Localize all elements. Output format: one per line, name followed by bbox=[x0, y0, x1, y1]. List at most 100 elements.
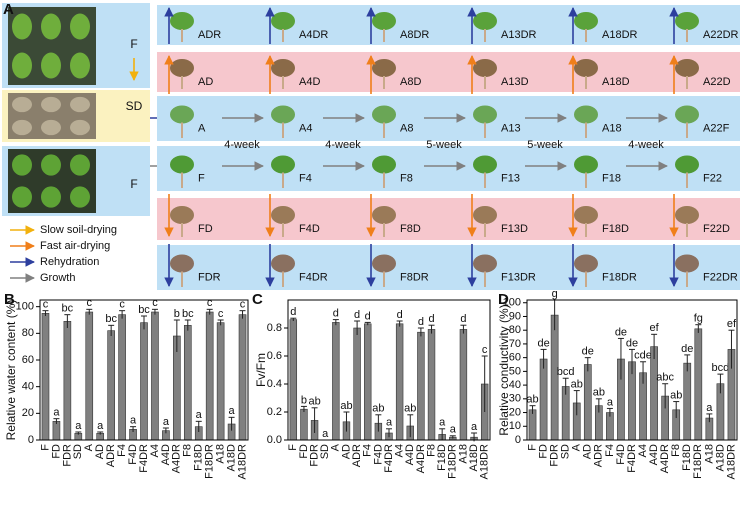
x-tick-label: F4 bbox=[362, 444, 374, 457]
x-tick-label: F4D bbox=[615, 444, 627, 465]
y-tick-label: 30 bbox=[509, 393, 521, 405]
x-tick-label: SD bbox=[319, 444, 331, 459]
plant-photo bbox=[170, 105, 194, 124]
bar bbox=[395, 323, 404, 441]
x-tick-label: A18DR bbox=[236, 444, 248, 480]
x-tick-label: F4DR bbox=[626, 444, 638, 473]
seedling bbox=[70, 52, 90, 79]
seedling bbox=[41, 96, 61, 113]
plant-photo bbox=[372, 206, 396, 224]
significance-letter: g bbox=[552, 288, 558, 300]
sample-label: A8D bbox=[400, 76, 421, 88]
x-tick-label: A18DR bbox=[725, 444, 737, 480]
sample-label: A18D bbox=[602, 76, 630, 88]
plant-photo bbox=[574, 206, 598, 224]
sample-label: A13 bbox=[501, 122, 521, 134]
y-tick-label: 0 bbox=[28, 434, 34, 446]
significance-letter: a bbox=[163, 416, 170, 428]
significance-letter: c bbox=[43, 299, 49, 311]
significance-letter: bc bbox=[62, 303, 74, 315]
bar bbox=[52, 421, 61, 441]
significance-letter: a bbox=[229, 405, 236, 417]
y-axis-label: Relative conductivity (%) bbox=[497, 304, 511, 435]
significance-letter: a bbox=[97, 420, 104, 432]
significance-letter: d bbox=[354, 309, 360, 321]
bar bbox=[364, 323, 372, 441]
x-tick-label: F18D bbox=[436, 444, 448, 471]
y-tick-label: 40 bbox=[509, 379, 521, 391]
significance-letter: d bbox=[460, 313, 466, 325]
significance-letter: cde bbox=[634, 350, 652, 362]
tray-label: F bbox=[130, 177, 137, 191]
sample-label: A22DR bbox=[703, 29, 739, 41]
x-tick-label: F4D bbox=[372, 444, 384, 465]
significance-letter: de bbox=[582, 346, 594, 358]
significance-letter: d bbox=[428, 313, 434, 325]
x-tick-label: F18D bbox=[681, 444, 693, 471]
plant-photo bbox=[574, 155, 598, 174]
significance-letter: a bbox=[130, 415, 137, 427]
x-tick-label: F8 bbox=[182, 444, 194, 457]
x-tick-label: A bbox=[83, 443, 95, 451]
significance-letter: bc bbox=[182, 308, 194, 320]
seedling bbox=[12, 119, 32, 136]
sample-label: F13D bbox=[501, 223, 528, 235]
x-tick-label: F18DR bbox=[692, 444, 704, 479]
significance-letter: a bbox=[322, 428, 329, 440]
bar bbox=[459, 329, 468, 441]
x-tick-label: A4 bbox=[394, 444, 406, 457]
x-tick-label: ADR bbox=[593, 444, 605, 467]
bar bbox=[539, 358, 548, 441]
significance-letter: d bbox=[333, 308, 339, 320]
x-tick-label: SD bbox=[560, 444, 572, 459]
x-tick-label: A4 bbox=[637, 444, 649, 457]
y-tick-label: 70 bbox=[509, 338, 521, 350]
x-tick-label: FD bbox=[537, 444, 549, 459]
row-band bbox=[157, 245, 740, 290]
sample-label: F8DR bbox=[400, 271, 429, 283]
significance-letter: a bbox=[607, 396, 614, 408]
sample-label: F4 bbox=[299, 172, 312, 184]
x-tick-label: F bbox=[39, 444, 51, 451]
plant-photo bbox=[675, 12, 699, 30]
bar bbox=[151, 311, 159, 441]
plant-photo bbox=[473, 155, 497, 174]
panel-label: B bbox=[4, 291, 15, 308]
sample-label: A4 bbox=[299, 122, 312, 134]
interval-label: 4-week bbox=[325, 139, 361, 151]
plant-photo bbox=[574, 59, 598, 77]
interval-label: 4-week bbox=[628, 139, 664, 151]
panel-label: C bbox=[252, 291, 263, 308]
sample-label: ADR bbox=[198, 29, 221, 41]
significance-letter: a bbox=[196, 409, 203, 421]
x-tick-label: A18D bbox=[225, 444, 237, 472]
sample-label: F4DR bbox=[299, 271, 328, 283]
significance-letter: ab bbox=[593, 387, 605, 399]
significance-letter: ab bbox=[571, 378, 583, 390]
plant-photo bbox=[473, 206, 497, 224]
bar bbox=[300, 408, 308, 441]
x-tick-label: A bbox=[330, 443, 342, 451]
x-tick-label: F4 bbox=[116, 444, 128, 457]
bar bbox=[683, 362, 692, 441]
x-tick-label: F18DR bbox=[447, 444, 459, 479]
seedling bbox=[12, 186, 32, 208]
plant-photo bbox=[170, 155, 194, 174]
sample-label: A8 bbox=[400, 122, 413, 134]
x-tick-label: F4 bbox=[604, 444, 616, 457]
y-axis-label: Relative water content (%) bbox=[4, 300, 18, 441]
sample-label: A13D bbox=[501, 76, 529, 88]
sample-label: F22DR bbox=[703, 271, 738, 283]
x-tick-label: AD bbox=[94, 444, 106, 459]
sample-label: A4D bbox=[299, 76, 320, 88]
x-tick-label: FD bbox=[298, 444, 310, 459]
significance-letter: c bbox=[240, 299, 246, 311]
sample-label: F bbox=[198, 172, 205, 184]
bar bbox=[650, 346, 658, 441]
seedling bbox=[41, 119, 61, 136]
seedling bbox=[41, 186, 61, 208]
bar bbox=[427, 329, 436, 441]
bar bbox=[583, 364, 592, 441]
sample-label: F22 bbox=[703, 172, 722, 184]
